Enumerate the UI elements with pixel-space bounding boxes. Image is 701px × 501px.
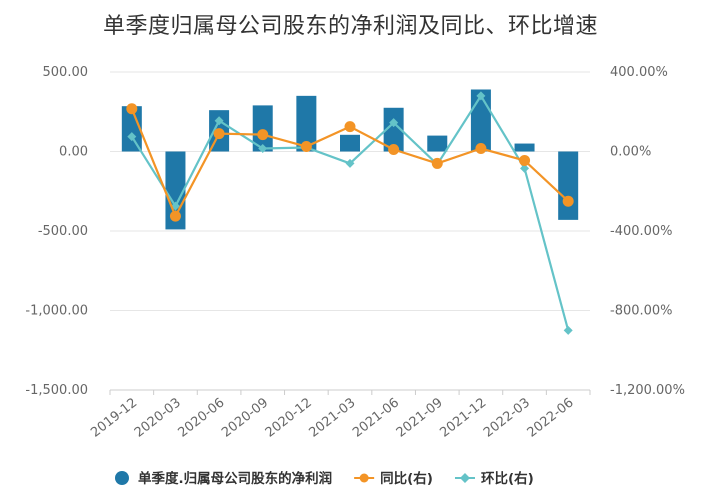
series-point <box>562 195 574 207</box>
x-tick-label: 2021-03 <box>306 395 358 440</box>
legend-marker <box>359 473 369 483</box>
right-tick-label: -1,200.00% <box>610 383 685 398</box>
left-tick-label: 0.00 <box>59 145 88 160</box>
series-point <box>389 118 399 128</box>
x-tick-label: 2020-03 <box>132 395 184 440</box>
left-tick-label: 500.00 <box>43 65 89 80</box>
legend-marker <box>459 473 470 483</box>
x-tick-label: 2021-06 <box>350 395 402 440</box>
series-point <box>213 128 225 140</box>
bar <box>383 107 404 152</box>
series-point <box>300 141 312 153</box>
chart-title: 单季度归属母公司股东的净利润及同比、环比增速 <box>102 14 598 39</box>
series-point <box>345 158 355 168</box>
series-point <box>519 154 531 166</box>
series-point <box>388 144 400 156</box>
x-axis: 2019-122020-032020-062020-092020-122021-… <box>88 389 591 441</box>
bar <box>558 151 579 220</box>
bar <box>514 143 535 152</box>
left-tick-label: -500.00 <box>38 224 88 239</box>
bar <box>296 95 317 152</box>
bar <box>427 135 448 152</box>
series-point <box>563 325 573 335</box>
legend-label: 环比(右) <box>481 470 534 487</box>
right-tick-label: 0.00% <box>610 145 651 160</box>
right-y-axis: 400.00% 0.00% -400.00% -800.00% -1,200.00% <box>610 65 685 398</box>
x-tick-label: 2022-06 <box>525 395 577 440</box>
legend-marker <box>115 471 129 485</box>
series-point <box>214 116 224 126</box>
line-series <box>126 91 574 335</box>
series-point <box>431 157 443 169</box>
right-tick-label: -400.00% <box>610 224 673 239</box>
x-tick-label: 2019-12 <box>88 395 140 440</box>
legend: 单季度.归属母公司股东的净利润 同比(右) 环比(右) <box>115 470 534 487</box>
x-tick-label: 2022-03 <box>481 395 533 440</box>
series-point <box>126 103 138 115</box>
legend-label: 同比(右) <box>380 470 433 487</box>
right-tick-label: 400.00% <box>610 65 668 80</box>
left-tick-label: -1,000.00 <box>25 304 88 319</box>
x-tick-label: 2020-12 <box>263 395 315 440</box>
series-point <box>169 210 181 222</box>
legend-label: 单季度.归属母公司股东的净利润 <box>138 470 332 487</box>
x-tick-label: 2020-06 <box>176 395 228 440</box>
bar <box>252 105 273 152</box>
series-point <box>127 132 137 142</box>
bar <box>121 106 142 152</box>
series-point <box>257 129 269 141</box>
x-tick-label: 2020-09 <box>219 395 271 440</box>
left-tick-label: -1,500.00 <box>25 383 88 398</box>
bar <box>340 134 360 152</box>
series-point <box>475 143 487 155</box>
grid-lines <box>110 71 590 391</box>
left-y-axis: 500.00 0.00 -500.00 -1,000.00 -1,500.00 <box>25 65 88 398</box>
series-point <box>520 163 530 173</box>
right-tick-label: -800.00% <box>610 304 673 319</box>
x-tick-label: 2021-12 <box>437 395 489 440</box>
series-point <box>344 121 356 133</box>
series-point <box>258 144 268 154</box>
x-tick-label: 2021-09 <box>394 395 446 440</box>
series-point <box>476 91 486 101</box>
bar <box>165 151 186 230</box>
